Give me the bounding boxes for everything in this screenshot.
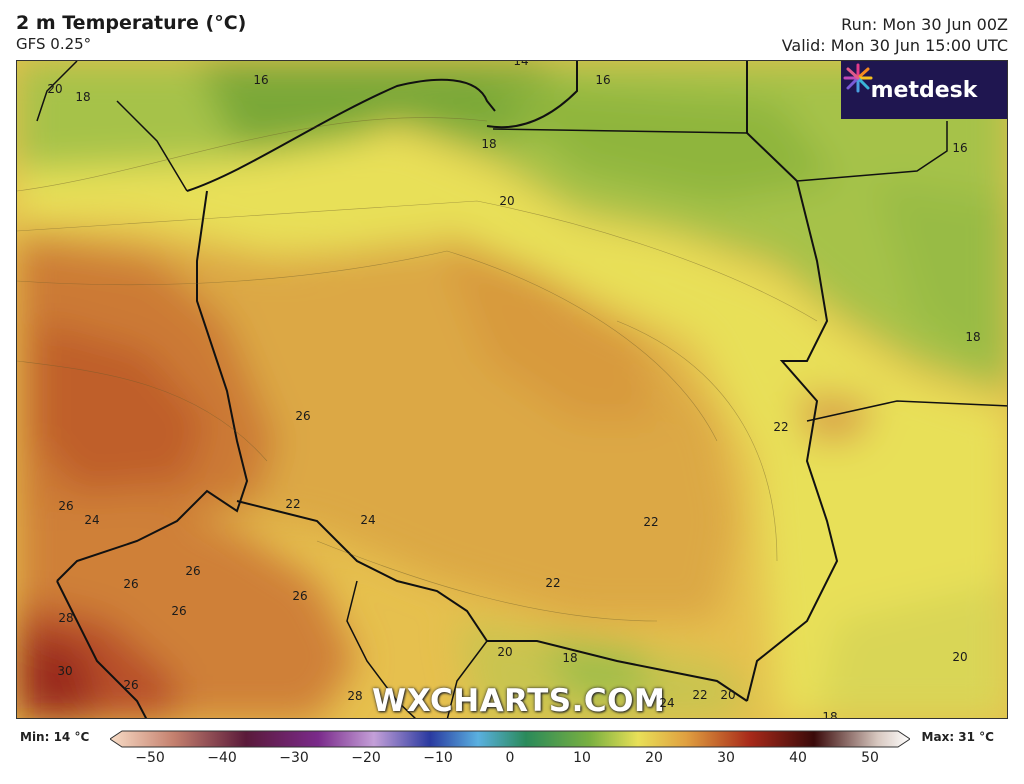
legend-tick: 40 [789,750,807,766]
contour-label: 26 [123,678,139,692]
contour-label: 22 [545,576,561,590]
chart-header: 2 m Temperature (°C) GFS 0.25° [16,12,246,54]
temperature-map[interactable]: metdesk WXCHARTS.COM 16 20 18 14 16 18 16 20 18 2… [16,60,1008,719]
run-info: Run: Mon 30 Jun 00Z Valid: Mon 30 Jun 15… [782,14,1008,56]
contour-label: 24 [659,696,675,710]
contour-label: 26 [295,409,311,423]
contour-label: 24 [360,513,376,527]
contour-label: 14 [513,60,529,68]
legend-tick: −10 [423,750,453,766]
legend-tick: −40 [207,750,237,766]
legend-min: Min: 14 °C [20,730,90,744]
contour-label: 18 [562,651,578,665]
contour-label: 20 [952,650,968,664]
legend-tick: 30 [717,750,735,766]
legend-tick: −30 [279,750,309,766]
wxcharts-watermark: WXCHARTS.COM [372,683,666,719]
metdesk-burst-icon [843,63,873,93]
legend-max: Max: 31 °C [921,730,994,744]
contour-label: 18 [75,90,91,104]
contour-label: 26 [123,577,139,591]
contour-label: 22 [773,420,789,434]
logo-text: metdesk [870,77,978,103]
contour-label: 24 [84,513,100,527]
legend-colorbar [110,730,910,748]
legend-tick: −20 [351,750,381,766]
contour-label: 16 [952,141,968,155]
contour-label: 16 [253,73,269,87]
model-label: GFS 0.25° [16,35,92,53]
map-canvas [17,61,1007,718]
contour-label: 20 [497,645,513,659]
contour-label: 18 [965,330,981,344]
contour-label: 20 [499,194,515,208]
legend-tick: −50 [135,750,165,766]
legend-tick: 20 [645,750,663,766]
contour-label: 18 [481,137,497,151]
contour-label: 28 [58,611,74,625]
contour-label: 20 [47,82,63,96]
contour-label: 16 [595,73,611,87]
valid-time: Valid: Mon 30 Jun 15:00 UTC [781,36,1008,55]
contour-label: 22 [643,515,659,529]
legend-tick: 10 [573,750,591,766]
contour-label: 26 [292,589,308,603]
run-time: Run: Mon 30 Jun 00Z [841,15,1008,34]
metdesk-logo[interactable]: metdesk [841,61,1007,119]
contour-label: 26 [58,499,74,513]
contour-label: 30 [57,664,73,678]
contour-label: 18 [822,710,838,719]
temperature-legend: Min: 14 °C Max: 31 °C −50− [0,722,1024,784]
legend-tick: 50 [861,750,879,766]
contour-label: 20 [720,688,736,702]
contour-label: 22 [692,688,708,702]
contour-label: 28 [347,689,363,703]
contour-label: 22 [285,497,301,511]
legend-tick: 0 [505,750,515,766]
contour-label: 26 [185,564,201,578]
contour-label: 26 [171,604,187,618]
chart-title: 2 m Temperature (°C) [16,12,247,34]
